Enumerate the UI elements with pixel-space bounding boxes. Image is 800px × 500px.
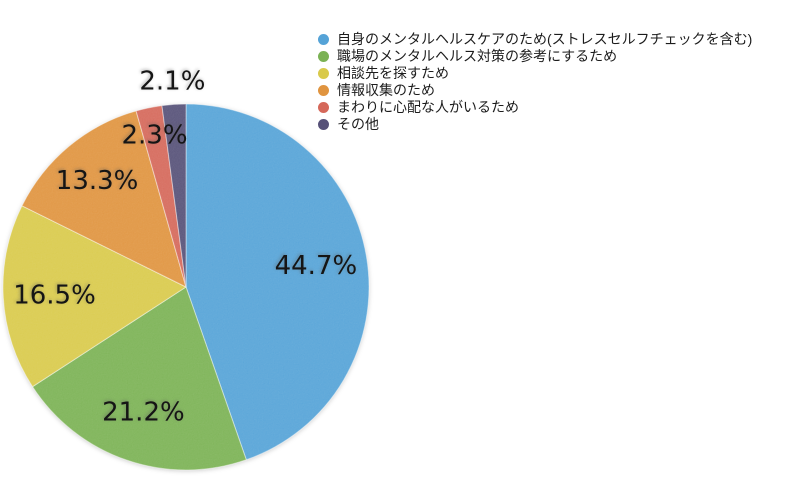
legend-label: 職場のメンタルヘルス対策の参考にするため <box>337 48 618 64</box>
legend-item: 職場のメンタルヘルス対策の参考にするため <box>318 48 752 65</box>
legend-label: 自身のメンタルヘルスケアのため(ストレスセルフチェックを含む) <box>337 31 753 47</box>
legend-item: 情報収集のため <box>318 82 752 99</box>
grain-texture <box>3 104 369 470</box>
legend-item: まわりに心配な人がいるため <box>318 99 752 116</box>
legend-label: 相談先を探すため <box>337 65 449 81</box>
legend-label: 情報収集のため <box>337 82 435 98</box>
chart-legend: 自身のメンタルヘルスケアのため(ストレスセルフチェックを含む) 職場のメンタルヘル… <box>318 31 752 133</box>
slice-value-label: 2.3% <box>121 121 187 151</box>
legend-swatch-icon <box>318 85 329 96</box>
slice-value-label: 44.7% <box>275 251 358 281</box>
slice-value-label: 2.1% <box>139 67 205 97</box>
legend-swatch-icon <box>318 51 329 62</box>
slice-value-label: 16.5% <box>13 281 96 311</box>
legend-item: 相談先を探すため <box>318 65 752 82</box>
legend-label: まわりに心配な人がいるため <box>337 99 519 115</box>
legend-item: 自身のメンタルヘルスケアのため(ストレスセルフチェックを含む) <box>318 31 752 48</box>
slice-value-label: 13.3% <box>56 166 139 196</box>
legend-swatch-icon <box>318 34 329 45</box>
legend-label: その他 <box>337 116 379 132</box>
legend-swatch-icon <box>318 102 329 113</box>
slice-value-label: 21.2% <box>102 398 185 428</box>
legend-swatch-icon <box>318 119 329 130</box>
legend-item: その他 <box>318 116 752 133</box>
pie-slice-labels: 44.7% 21.2% 16.5% 13.3% 2.3% 2.1% <box>13 67 357 428</box>
legend-swatch-icon <box>318 68 329 79</box>
